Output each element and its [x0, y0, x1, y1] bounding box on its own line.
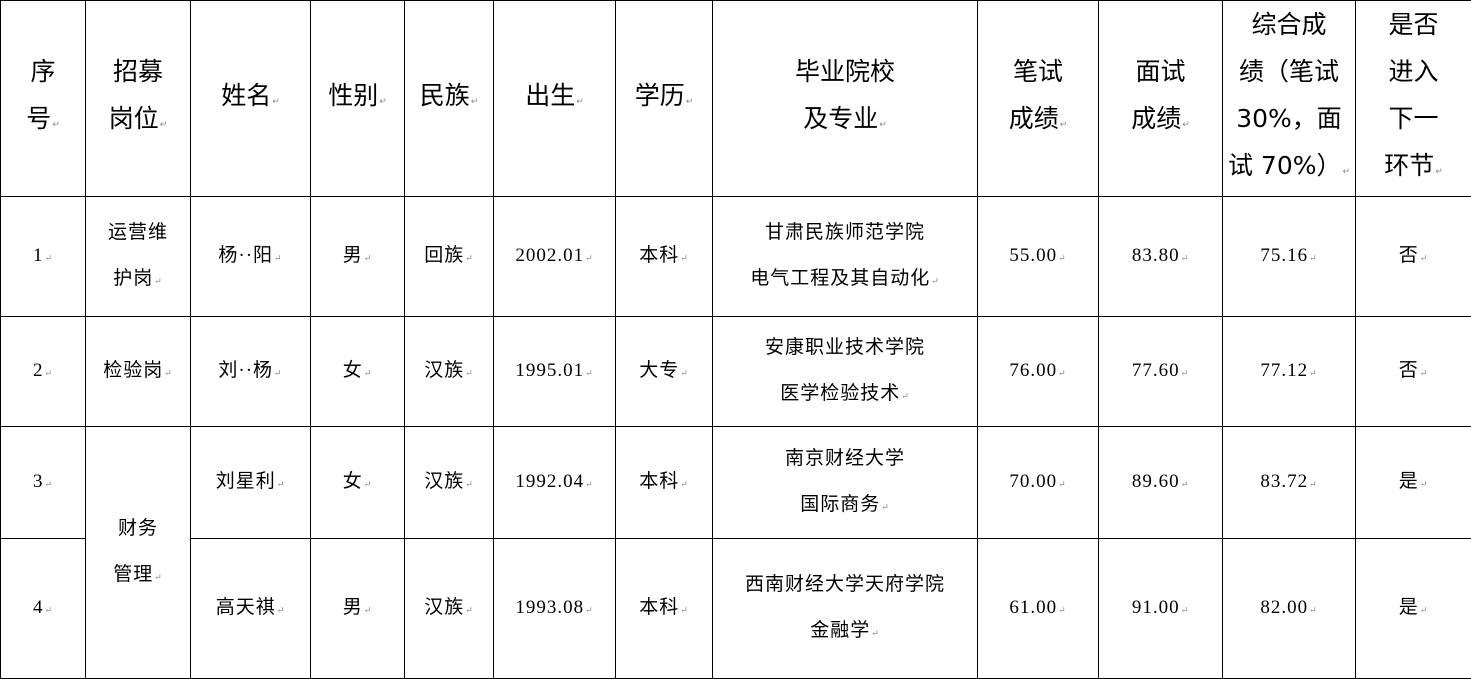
header-written: 笔试 成绩 [978, 1, 1099, 197]
cell-no: 4 [1, 539, 86, 679]
table-row: 2 检验岗 刘··杨 女 汉族 1995.01 大专 安康职业技术学院 医学检验… [1, 317, 1471, 427]
header-ethnicity: 民族 [405, 1, 494, 197]
header-gender: 性别 [311, 1, 405, 197]
cell-school: 安康职业技术学院 医学检验技术 [713, 317, 978, 427]
cell-school: 西南财经大学天府学院 金融学 [713, 539, 978, 679]
cell-written: 70.00 [978, 427, 1099, 539]
cell-birth: 1993.08 [494, 539, 616, 679]
cell-gender: 男 [311, 197, 405, 317]
header-name: 姓名 [191, 1, 311, 197]
cell-post: 运营维 护岗 [86, 197, 191, 317]
table-row: 3 财务 管理 刘星利 女 汉族 1992.04 本科 南京财经大学 国际商务 … [1, 427, 1471, 539]
header-row: 序 号 招募 岗位 姓名 性别 民族 出生 学历 毕业院校 及专业 笔试 成绩 … [1, 1, 1471, 197]
cell-post: 财务 管理 [86, 427, 191, 679]
cell-advance: 否 [1356, 197, 1471, 317]
cell-written: 61.00 [978, 539, 1099, 679]
cell-education: 本科 [616, 539, 713, 679]
header-school: 毕业院校 及专业 [713, 1, 978, 197]
cell-name: 刘星利 [191, 427, 311, 539]
cell-total: 82.00 [1223, 539, 1356, 679]
cell-interview: 89.60 [1099, 427, 1223, 539]
cell-no: 2 [1, 317, 86, 427]
cell-ethnicity: 汉族 [405, 539, 494, 679]
cell-birth: 1992.04 [494, 427, 616, 539]
cell-interview: 77.60 [1099, 317, 1223, 427]
cell-education: 本科 [616, 427, 713, 539]
table-row: 1 运营维 护岗 杨··阳 男 回族 2002.01 本科 甘肃民族师范学院 电… [1, 197, 1471, 317]
header-advance: 是否 进入 下一 环节 [1356, 1, 1471, 197]
cell-name: 杨··阳 [191, 197, 311, 317]
cell-birth: 2002.01 [494, 197, 616, 317]
cell-name: 高天祺 [191, 539, 311, 679]
cell-total: 75.16 [1223, 197, 1356, 317]
header-interview: 面试 成绩 [1099, 1, 1223, 197]
cell-written: 55.00 [978, 197, 1099, 317]
header-post: 招募 岗位 [86, 1, 191, 197]
cell-advance: 是 [1356, 539, 1471, 679]
cell-written: 76.00 [978, 317, 1099, 427]
cell-interview: 83.80 [1099, 197, 1223, 317]
cell-total: 83.72 [1223, 427, 1356, 539]
cell-gender: 女 [311, 317, 405, 427]
header-birth: 出生 [494, 1, 616, 197]
cell-post: 检验岗 [86, 317, 191, 427]
cell-advance: 是 [1356, 427, 1471, 539]
cell-advance: 否 [1356, 317, 1471, 427]
cell-interview: 91.00 [1099, 539, 1223, 679]
cell-gender: 男 [311, 539, 405, 679]
cell-no: 3 [1, 427, 86, 539]
cell-birth: 1995.01 [494, 317, 616, 427]
cell-school: 甘肃民族师范学院 电气工程及其自动化 [713, 197, 978, 317]
cell-name: 刘··杨 [191, 317, 311, 427]
cell-ethnicity: 回族 [405, 197, 494, 317]
table-row: 4 高天祺 男 汉族 1993.08 本科 西南财经大学天府学院 金融学 61.… [1, 539, 1471, 679]
cell-total: 77.12 [1223, 317, 1356, 427]
cell-no: 1 [1, 197, 86, 317]
cell-school: 南京财经大学 国际商务 [713, 427, 978, 539]
cell-education: 大专 [616, 317, 713, 427]
header-total: 综合成 绩（笔试 30%，面 试 70%） [1223, 1, 1356, 197]
header-no: 序 号 [1, 1, 86, 197]
cell-gender: 女 [311, 427, 405, 539]
header-education: 学历 [616, 1, 713, 197]
cell-education: 本科 [616, 197, 713, 317]
cell-ethnicity: 汉族 [405, 427, 494, 539]
cell-ethnicity: 汉族 [405, 317, 494, 427]
